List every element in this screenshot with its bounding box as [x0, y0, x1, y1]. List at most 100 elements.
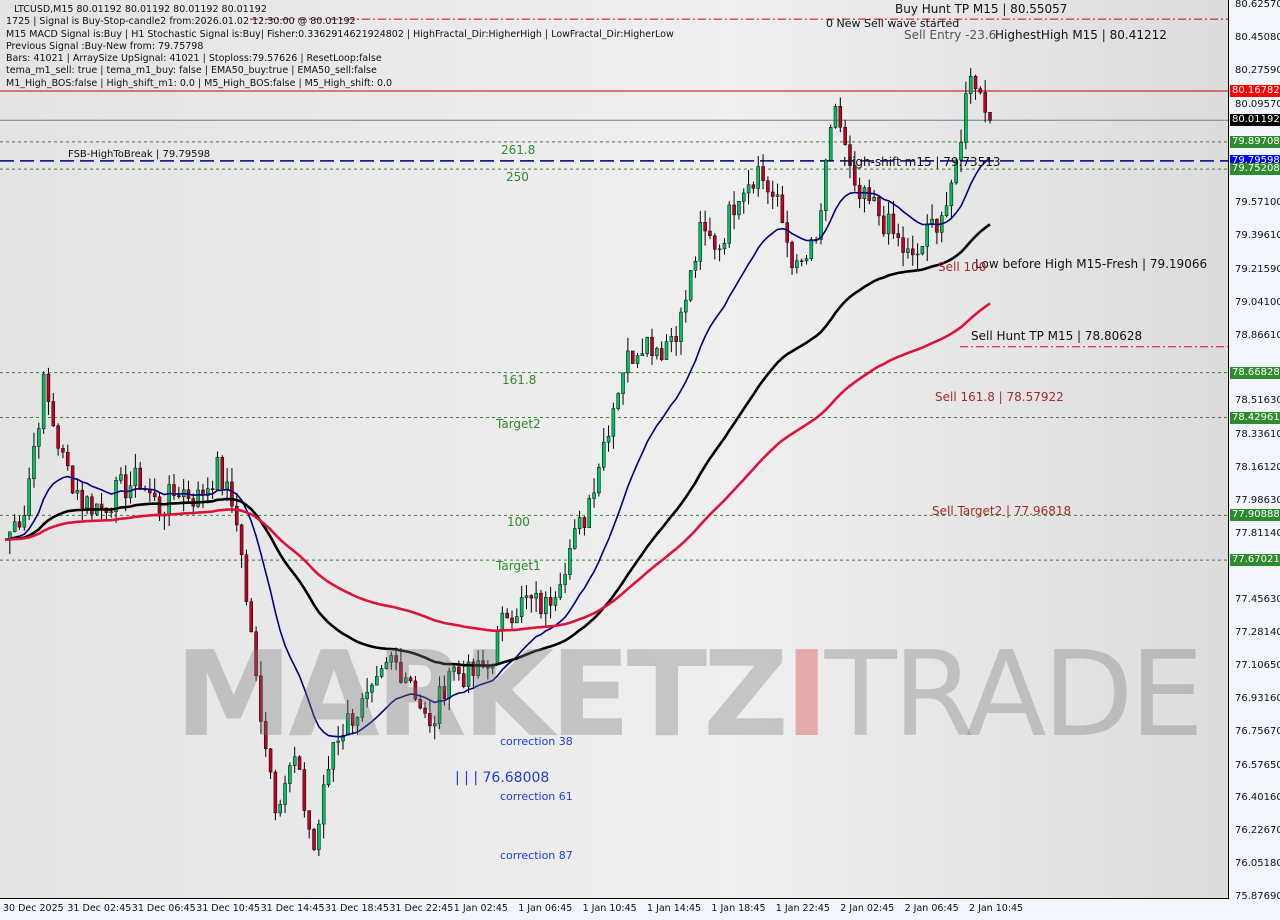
price-badge: 77.90888 [1230, 509, 1280, 522]
candle [674, 336, 678, 342]
candle [17, 521, 22, 528]
candle [534, 592, 538, 599]
candle [273, 771, 278, 814]
candle [331, 742, 336, 770]
candle [650, 336, 654, 356]
candle [824, 159, 828, 211]
target1-label: Target1 [496, 559, 541, 573]
candle [172, 484, 176, 496]
candle [341, 735, 345, 742]
candle [679, 311, 683, 342]
candle [964, 93, 968, 143]
candle [471, 661, 476, 676]
candle [70, 465, 75, 494]
price-badge: 80.01192 [1230, 114, 1280, 127]
candle [925, 223, 929, 247]
time-tick-label: 31 Dec 22:45 [389, 903, 454, 914]
candle [988, 112, 992, 121]
candle [408, 677, 413, 682]
candle [235, 505, 239, 526]
candle [288, 765, 292, 784]
price-badge: 78.42961 [1230, 411, 1280, 424]
price-tick-label: 76.22670 [1235, 825, 1280, 837]
candle [66, 451, 70, 467]
correction-61-label: correction 61 [500, 790, 573, 803]
candle [857, 184, 862, 199]
time-tick-label: 31 Dec 02:45 [67, 903, 132, 914]
candle [659, 348, 664, 360]
candle [606, 435, 611, 443]
candle [616, 393, 620, 409]
high-shift-label: High-shift m15 | 79.73513 [843, 155, 1001, 169]
candle [80, 490, 85, 509]
candle [239, 524, 244, 555]
candle [891, 213, 896, 234]
candle [828, 127, 833, 161]
candle [133, 467, 138, 487]
candle [848, 144, 852, 166]
candle [954, 159, 958, 184]
candle [737, 200, 741, 216]
candle [297, 756, 302, 770]
candle [901, 237, 905, 253]
candle [196, 489, 200, 507]
candle [790, 242, 794, 269]
candle [138, 467, 142, 490]
price-tick-label: 76.57650 [1235, 759, 1280, 771]
candle [423, 707, 427, 714]
price-tick-label: 80.62570 [1235, 0, 1280, 10]
price-tick-label: 78.51630 [1235, 395, 1280, 407]
price-badge: 79.75208 [1230, 163, 1280, 176]
candle [910, 248, 915, 256]
candle [959, 142, 963, 161]
candle [833, 106, 838, 128]
candle [756, 166, 760, 189]
candle [428, 713, 432, 727]
candle [775, 194, 780, 197]
fsb-label: FSB-HighToBreak | 79.79598 [68, 149, 211, 160]
plot-area[interactable]: MARKETZITRADE LTCUSD,M15 80.01192 80.011… [0, 0, 1229, 899]
candle [930, 218, 934, 224]
candle [302, 769, 307, 811]
candle [886, 213, 891, 235]
candle [799, 260, 804, 263]
sell-161-label: Sell 161.8 | 78.57922 [935, 390, 1064, 404]
candle [843, 127, 847, 145]
candle [12, 521, 17, 533]
candle [51, 401, 56, 426]
price-chart [0, 18, 1228, 857]
time-tick-label: 2 Jan 06:45 [904, 903, 959, 914]
candle [698, 222, 703, 262]
candle [413, 680, 418, 700]
candle [601, 441, 606, 468]
candle [746, 184, 751, 194]
candle [307, 810, 311, 830]
candle [283, 783, 287, 805]
correction-38-label: correction 38 [500, 735, 573, 748]
info-line: LTCUSD,M15 80.01192 80.01192 80.01192 80… [14, 4, 267, 15]
candle [346, 713, 350, 736]
candle [394, 655, 398, 663]
candle [109, 511, 113, 513]
candle [611, 408, 616, 437]
candle [278, 804, 282, 814]
candle [906, 248, 910, 253]
candle [510, 617, 514, 624]
price-badge: 78.66828 [1230, 366, 1280, 379]
price-tick-label: 80.09570 [1235, 98, 1280, 110]
candle [476, 660, 480, 676]
candle [375, 676, 379, 686]
price-tick-label: 79.57100 [1235, 197, 1280, 209]
candle [46, 373, 51, 402]
candle [389, 655, 394, 663]
new-sell-wave-label: 0 New Sell wave started [826, 17, 960, 30]
candle [22, 515, 27, 528]
sell-hunt-tp-label: Sell Hunt TP M15 | 78.80628 [971, 329, 1143, 343]
candle [215, 456, 220, 490]
price-tick-label: 76.93160 [1235, 692, 1280, 704]
candle [722, 242, 727, 250]
candle [655, 348, 659, 356]
time-tick-label: 2 Jan 10:45 [969, 903, 1024, 914]
price-tick-label: 76.05180 [1235, 858, 1280, 870]
highest-high-label: HighestHigh M15 | 80.41212 [995, 28, 1167, 42]
